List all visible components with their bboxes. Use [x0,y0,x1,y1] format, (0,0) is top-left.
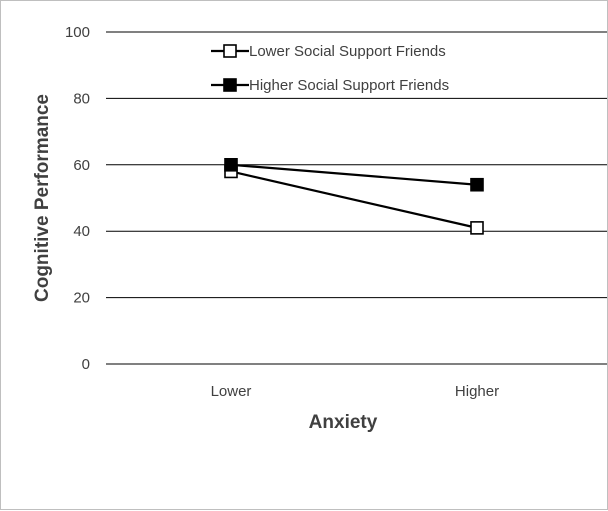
x-tick-label: Higher [455,383,499,400]
legend-marker [223,44,237,58]
y-tick-label: 40 [73,223,90,240]
y-tick-labels: 0 20 40 60 80 100 [65,24,90,373]
y-tick-label: 80 [73,90,90,107]
y-tick-label: 100 [65,24,90,41]
data-point-marker [470,177,484,192]
y-tick-label: 60 [73,157,90,174]
x-axis-title: Anxiety [309,412,378,433]
y-axis-title: Cognitive Performance [32,94,53,302]
gridlines [106,31,607,365]
legend-label: Lower Social Support Friends [249,43,446,60]
x-tick-labels: Lower Higher [211,383,500,400]
legend: Lower Social Support Friends Higher Socia… [211,43,449,94]
series-line-2 [230,163,478,186]
data-point-marker [470,221,484,235]
x-tick-label: Lower [211,383,252,400]
series-line-1 [230,170,478,229]
legend-marker [223,78,237,92]
y-tick-label: 0 [82,356,90,373]
data-point-marker [224,158,238,172]
series-lines [224,158,484,235]
y-tick-label: 20 [73,290,90,307]
legend-label: Higher Social Support Friends [249,77,449,94]
